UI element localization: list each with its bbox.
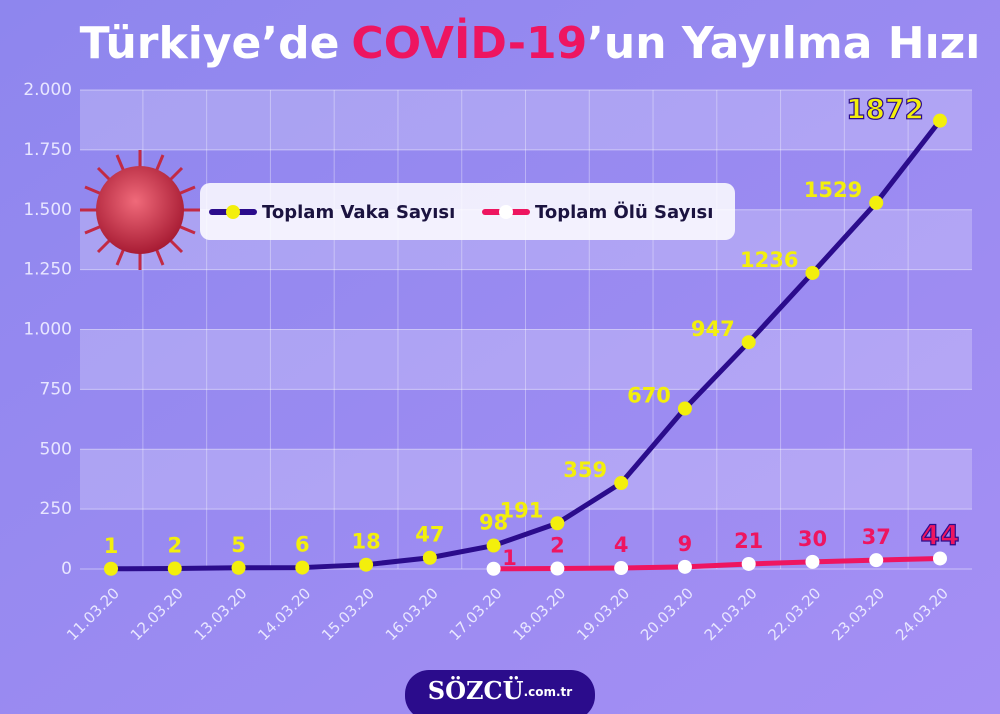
data-point (422, 550, 437, 565)
y-tick-label: 1.500 (23, 200, 72, 220)
data-label: 1 (104, 534, 119, 558)
data-label: 359 (563, 458, 607, 482)
logo-suffix: .com.tr (524, 685, 573, 699)
data-label: 21 (734, 529, 763, 553)
data-label: 1529 (804, 178, 862, 202)
data-point (869, 553, 884, 568)
logo-badge (405, 670, 595, 714)
series-line (493, 555, 941, 572)
y-tick-label: 500 (40, 439, 72, 459)
data-label: 2 (550, 534, 565, 558)
data-label: 670 (627, 384, 671, 408)
grid-band (80, 90, 972, 150)
data-point (741, 556, 756, 571)
data-label: 2 (167, 534, 182, 558)
data-label: 4 (614, 533, 629, 557)
y-tick-label: 1.750 (23, 140, 72, 160)
data-point (677, 401, 692, 416)
data-label: 30 (798, 527, 827, 551)
data-point (231, 560, 246, 575)
y-tick-label: 1.000 (23, 320, 72, 340)
data-point (486, 561, 501, 576)
data-point (614, 476, 629, 491)
data-label: 1872 (846, 93, 924, 126)
title-part: Türkiye’de (80, 18, 340, 69)
y-tick-label: 1.250 (23, 260, 72, 280)
data-label: 1236 (740, 248, 798, 272)
legend-marker (499, 205, 513, 219)
data-point (550, 516, 565, 531)
y-tick-label: 2.000 (23, 80, 72, 100)
data-point (933, 113, 947, 128)
data-point (933, 551, 947, 566)
data-point (614, 561, 629, 576)
data-point (295, 560, 310, 575)
logo-main: SÖZCÜ (428, 676, 524, 705)
data-label: 191 (500, 498, 544, 522)
legend-label: Toplam Vaka Sayısı (262, 202, 455, 223)
grid-band (80, 329, 972, 390)
data-point (167, 561, 182, 576)
data-label: 98 (479, 511, 508, 535)
data-label: 37 (862, 525, 891, 549)
legend-label: Toplam Ölü Sayısı (535, 201, 713, 223)
data-label: 9 (678, 532, 693, 556)
y-tick-label: 0 (61, 559, 72, 579)
title-part: ’un Yayılma Hızı (587, 18, 980, 69)
data-point (359, 557, 374, 572)
data-label: 6 (295, 533, 310, 557)
chart-title: Türkiye’de COVİD-19’un Yayılma Hızı (80, 16, 981, 69)
title-highlight: COVİD-19 (351, 16, 587, 69)
legend (200, 183, 735, 240)
data-point (805, 554, 820, 569)
legend-items: Toplam Vaka Sayısı Toplam Ölü Sayısı (209, 201, 713, 223)
y-tick-label: 250 (40, 499, 72, 519)
series-line (110, 119, 942, 572)
data-label: 47 (415, 523, 444, 547)
data-label: 44 (921, 518, 960, 551)
data-point (550, 561, 565, 576)
data-label: 5 (231, 533, 246, 557)
data-label: 1 (502, 546, 517, 570)
virus-icon (80, 150, 200, 270)
source-logo: SÖZCÜ.com.tr (428, 676, 573, 705)
data-point (104, 561, 118, 576)
data-label: 947 (691, 317, 735, 341)
data-point (805, 265, 820, 280)
data-point (869, 195, 884, 210)
data-point (741, 335, 756, 350)
y-tick-label: 750 (40, 379, 72, 399)
grid-band (80, 449, 972, 510)
data-label: 18 (351, 530, 380, 554)
data-point (677, 559, 692, 574)
legend-marker (226, 205, 240, 219)
data-point (486, 538, 501, 553)
